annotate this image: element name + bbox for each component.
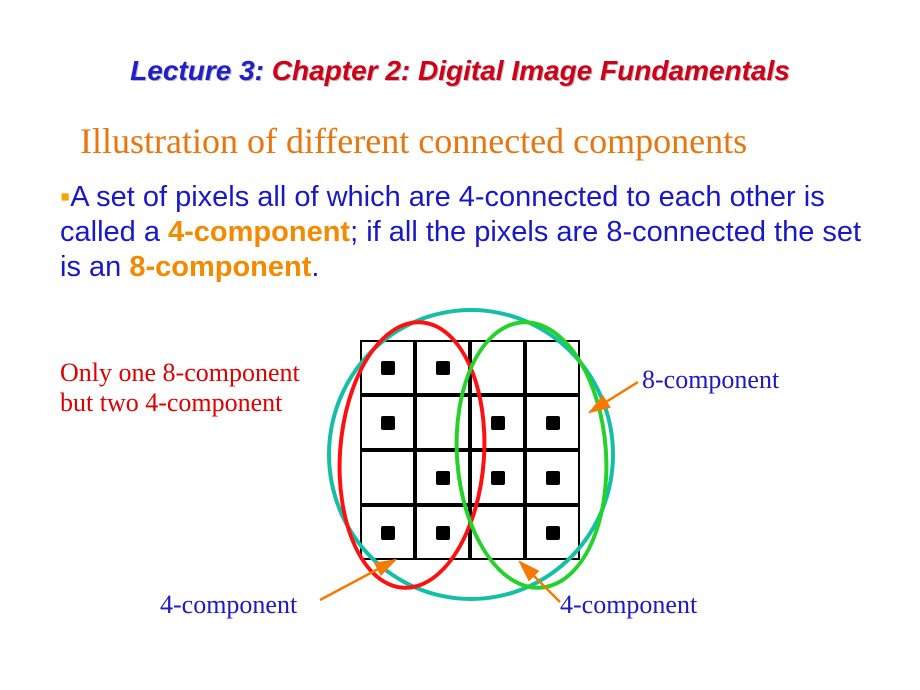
bullet-icon: ▪ xyxy=(60,181,70,213)
label-4-component-right: 4-component xyxy=(560,590,697,620)
slide-header: Lecture 3: Chapter 2: Digital Image Fund… xyxy=(0,55,920,87)
note-line-2: but two 4-component xyxy=(60,388,300,418)
slide-subtitle: Illustration of different connected comp… xyxy=(80,120,747,162)
lecture-label: Lecture 3: xyxy=(130,55,264,86)
side-note: Only one 8-component but two 4-component xyxy=(60,358,300,418)
bullet-text: ▪A set of pixels all of which are 4-conn… xyxy=(60,180,870,284)
label-8-component: 8-component xyxy=(642,365,779,395)
bullet-part3: . xyxy=(311,251,319,283)
note-line-1: Only one 8-component xyxy=(60,358,300,388)
slide: Lecture 3: Chapter 2: Digital Image Fund… xyxy=(0,0,920,690)
chapter-label: Chapter 2: Digital Image Fundamentals xyxy=(264,55,790,86)
label-4-component-left: 4-component xyxy=(160,590,297,620)
term-4-component: 4-component xyxy=(168,216,350,248)
pixel-diagram xyxy=(360,340,580,560)
term-8-component: 8-component xyxy=(129,251,311,283)
